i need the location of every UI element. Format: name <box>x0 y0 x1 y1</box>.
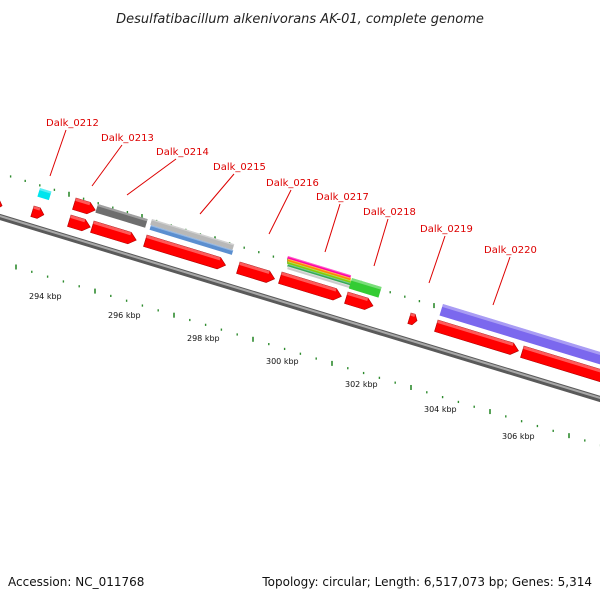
callout-line <box>324 203 341 253</box>
feature-bar-cyan <box>37 188 52 201</box>
feature-band <box>287 261 352 284</box>
gene-arrow <box>90 220 137 245</box>
accession-text: Accession: NC_011768 <box>8 575 144 589</box>
scale-label: 300 kbp <box>266 357 299 366</box>
scale-labels: 294 kbp 296 kbp 298 kbp 300 kbp 302 kbp 304 k… <box>29 292 535 441</box>
map-title: Desulfatibacillum alkenivorans AK-01, co… <box>116 12 484 27</box>
gene-label: Dalk_0220 <box>484 245 537 256</box>
gene-arrow <box>520 345 600 383</box>
gene-track <box>0 197 600 383</box>
callout-line <box>268 189 292 235</box>
gene-arrow <box>72 197 96 215</box>
inner-tick-track <box>15 264 600 447</box>
gene-arrow <box>236 261 276 283</box>
gene-label: Dalk_0213 <box>101 133 154 144</box>
feature-band <box>287 263 352 286</box>
gene-arrow <box>30 205 45 219</box>
scale-label: 302 kbp <box>345 380 378 389</box>
scale-label: 298 kbp <box>187 334 220 343</box>
gene-callouts: Dalk_0212Dalk_0213Dalk_0214Dalk_0215Dalk… <box>46 118 537 306</box>
gene-label: Dalk_0214 <box>156 147 209 158</box>
feature-band <box>287 258 352 281</box>
callout-line <box>428 235 446 284</box>
feature-band <box>287 266 352 289</box>
callout-line <box>126 158 177 196</box>
feature-bar-gray <box>95 204 148 228</box>
callout-line <box>91 144 123 187</box>
feature-bar-lightgray <box>150 219 235 250</box>
callout-line <box>49 129 67 177</box>
genome-backbone <box>0 213 600 403</box>
genome-stats-text: Topology: circular; Length: 6,517,073 bp… <box>261 575 592 589</box>
callout-line <box>492 256 511 306</box>
gene-label: Dalk_0218 <box>363 207 416 218</box>
gene-arrow <box>67 214 91 232</box>
gene-arrow <box>0 197 3 210</box>
feature-bar-multicolor <box>287 255 352 289</box>
feature-bar-green <box>348 278 382 298</box>
scale-label: 294 kbp <box>29 292 62 301</box>
scale-label: 296 kbp <box>108 311 141 320</box>
scale-label: 304 kbp <box>424 405 457 414</box>
feature-track <box>37 188 600 366</box>
gene-arrow <box>143 234 227 270</box>
feature-bar-blue <box>149 225 234 255</box>
feature-band <box>287 255 352 278</box>
gene-arrow <box>407 312 418 326</box>
gene-arrow <box>434 319 519 355</box>
callout-line <box>199 173 235 215</box>
gene-label: Dalk_0212 <box>46 118 99 129</box>
gene-arrow <box>344 291 374 310</box>
gene-label: Dalk_0219 <box>420 224 473 235</box>
scale-label: 306 kbp <box>502 432 535 441</box>
gene-label: Dalk_0215 <box>213 162 266 173</box>
feature-bar-purple <box>439 304 600 366</box>
gene-label: Dalk_0217 <box>316 192 369 203</box>
gene-label: Dalk_0216 <box>266 178 319 189</box>
callout-line <box>373 218 389 267</box>
gene-arrow <box>278 271 342 301</box>
